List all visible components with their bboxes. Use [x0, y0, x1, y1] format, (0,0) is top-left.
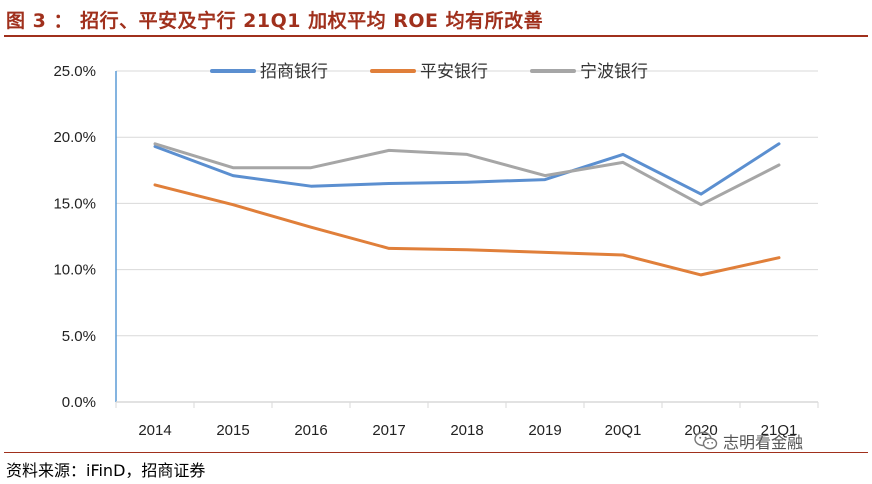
legend-label: 平安银行	[420, 62, 488, 82]
y-tick-label: 0.0%	[62, 394, 96, 411]
y-tick-label: 25.0%	[53, 63, 96, 80]
wechat-icon	[694, 431, 718, 450]
watermark: 志明看金融	[694, 430, 803, 452]
x-tick-label: 2018	[450, 422, 483, 439]
x-axis-ticks: 2014 2015 2016 2017 2018 2019 20Q1 2020 21Q1	[115, 402, 819, 439]
footer-divider	[4, 452, 868, 453]
x-tick-label: 2015	[216, 422, 249, 439]
x-tick-label: 2019	[528, 422, 561, 439]
axes	[115, 71, 818, 403]
watermark-text: 志明看金融	[723, 433, 804, 452]
series-line	[153, 142, 781, 207]
x-tick-label: 20Q1	[605, 422, 642, 439]
y-tick-label: 5.0%	[62, 328, 96, 345]
legend-label: 招商银行	[260, 62, 328, 82]
x-tick-label: 2016	[294, 422, 327, 439]
x-tick-label: 2014	[138, 422, 171, 439]
series-line	[153, 142, 781, 196]
y-tick-label: 10.0%	[53, 262, 96, 279]
x-tick-label: 2017	[372, 422, 405, 439]
grid-lines	[116, 70, 818, 337]
x-tick-label: 21Q1	[761, 422, 798, 439]
title-divider	[4, 35, 868, 37]
series-line	[153, 183, 781, 277]
series-lines	[153, 142, 781, 277]
figure-title: 图 3 ： 招行、平安及宁行 21Q1 加权平均 ROE 均有所改善	[6, 10, 544, 32]
source-note: 资料来源：iFinD，招商证券	[6, 461, 206, 480]
legend: 招商银行 平安银行 宁波银行	[210, 62, 648, 82]
legend-label: 宁波银行	[580, 62, 648, 82]
y-tick-label: 15.0%	[53, 195, 96, 212]
y-axis-ticks: 0.0% 5.0% 10.0% 15.0% 20.0% 25.0%	[53, 63, 96, 411]
y-tick-label: 20.0%	[53, 129, 96, 146]
